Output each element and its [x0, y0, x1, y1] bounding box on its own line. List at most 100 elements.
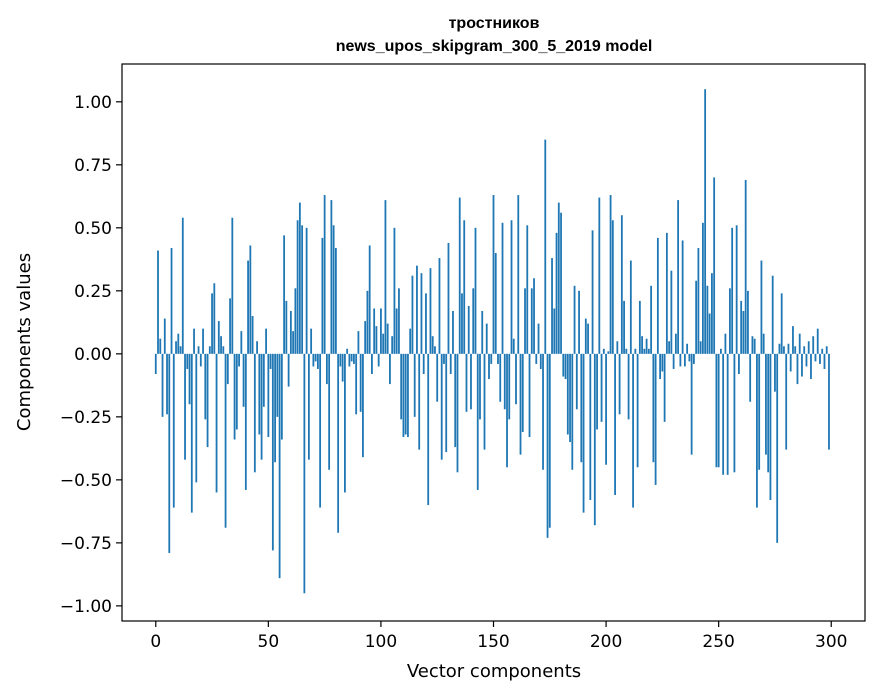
- bar: [445, 353, 448, 453]
- bar: [204, 353, 207, 420]
- bar: [472, 288, 475, 354]
- bar: [362, 353, 364, 458]
- bar: [636, 353, 639, 468]
- bar: [580, 353, 583, 463]
- bar: [589, 353, 592, 501]
- bar: [438, 258, 441, 354]
- bar: [591, 230, 594, 354]
- bar: [380, 308, 382, 354]
- bar: [551, 258, 553, 354]
- bar: [699, 341, 702, 354]
- bar: [528, 353, 531, 438]
- bar: [663, 353, 666, 422]
- bar: [690, 353, 693, 455]
- bar: [609, 195, 612, 354]
- bar: [375, 326, 378, 354]
- bar: [400, 353, 403, 420]
- bar: [560, 212, 562, 354]
- bar: [395, 308, 398, 354]
- bar: [650, 285, 653, 354]
- bar: [548, 353, 551, 528]
- bar: [726, 353, 729, 475]
- bar: [652, 353, 655, 463]
- bar: [814, 353, 817, 362]
- bar: [492, 195, 495, 354]
- bar: [620, 215, 623, 354]
- bar: [765, 353, 767, 455]
- y-tick-label: 0.50: [74, 219, 112, 239]
- bar: [285, 300, 288, 354]
- bar: [566, 353, 569, 435]
- bar: [785, 353, 788, 450]
- bar: [244, 353, 247, 490]
- bar: [409, 328, 412, 354]
- bar: [393, 227, 396, 354]
- bar: [661, 353, 664, 372]
- bar: [643, 348, 646, 354]
- bar: [575, 353, 578, 410]
- bar: [425, 293, 427, 354]
- bar: [670, 270, 673, 354]
- bar: [199, 353, 202, 367]
- bar: [256, 341, 258, 354]
- bar: [193, 328, 195, 354]
- bar: [416, 265, 418, 354]
- bar: [161, 353, 164, 417]
- bar: [821, 348, 824, 354]
- bar: [792, 326, 794, 354]
- bar: [605, 353, 607, 465]
- bar: [249, 245, 252, 354]
- bar: [177, 333, 180, 354]
- bar: [402, 353, 405, 438]
- bar: [778, 343, 781, 354]
- bar: [407, 353, 409, 438]
- bar: [497, 353, 499, 364]
- bar: [463, 220, 466, 354]
- x-tick-label: 300: [815, 632, 847, 652]
- bar: [222, 346, 225, 354]
- bar: [253, 353, 256, 473]
- bar: [494, 253, 497, 354]
- bar: [753, 338, 756, 354]
- chart-title: тростников: [449, 15, 540, 32]
- bar: [582, 353, 585, 513]
- bar: [357, 331, 360, 354]
- bar: [656, 237, 659, 354]
- bar: [490, 353, 493, 364]
- bar: [289, 311, 292, 354]
- bar: [312, 353, 315, 367]
- bar: [418, 353, 421, 450]
- bar: [224, 353, 227, 528]
- bar: [708, 313, 711, 354]
- bar: [546, 353, 549, 538]
- bar: [796, 353, 799, 385]
- bar: [163, 318, 166, 354]
- bar: [816, 328, 819, 354]
- bar: [571, 353, 574, 470]
- bar: [233, 353, 236, 440]
- bar: [330, 200, 333, 354]
- y-tick-label: −1.00: [60, 597, 112, 617]
- x-tick-label: 150: [477, 632, 509, 652]
- bar: [339, 353, 342, 367]
- y-tick-label: 1.00: [74, 93, 112, 113]
- bar: [298, 202, 301, 354]
- bar: [593, 353, 596, 526]
- bar: [190, 353, 193, 513]
- bar: [341, 353, 344, 382]
- bar: [449, 353, 452, 374]
- bar: [307, 353, 310, 460]
- bar: [733, 353, 736, 473]
- bar: [569, 353, 571, 443]
- bar: [226, 353, 229, 385]
- bar: [542, 353, 544, 470]
- bar: [278, 353, 281, 579]
- bar: [720, 348, 722, 354]
- bar: [611, 220, 614, 354]
- bar: [654, 353, 657, 485]
- bar: [751, 336, 754, 354]
- bar: [519, 353, 522, 455]
- bar: [206, 353, 209, 448]
- bar: [706, 285, 709, 354]
- bar: [276, 353, 279, 417]
